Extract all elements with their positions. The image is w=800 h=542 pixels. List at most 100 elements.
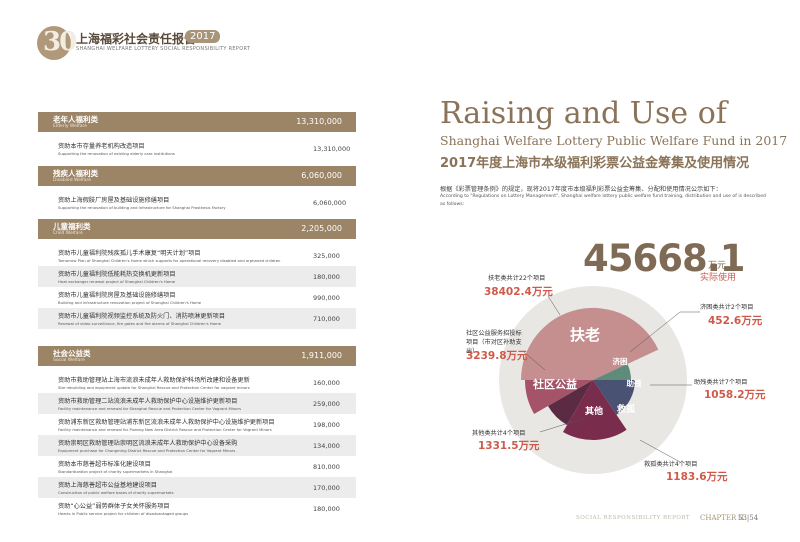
callout-value-community: 3239.8万元	[466, 350, 528, 362]
item-name: 资助本市慈善超市标准化建设项目	[58, 461, 151, 468]
report-subtitle: SHANGHAI WELFARE LOTTERY SOCIAL RESPONSI…	[76, 46, 251, 52]
category-header: 社会公益类 Social Welfare 1,911,000	[38, 346, 356, 366]
item-name: 资助上海慈善超市公益基地建设项目	[58, 482, 157, 489]
table-row: 资助市儿童福利院低能耗热交换机更新项目 Heat exchanger renewa…	[38, 266, 356, 287]
item-name-en: Hearts in Public service project for chi…	[58, 511, 189, 516]
pie-slice	[593, 380, 635, 415]
category-amount: 2,205,000	[301, 224, 342, 233]
category-amount: 1,911,000	[301, 351, 342, 360]
report-title: 上海福彩社会责任报告	[76, 32, 197, 46]
callout-label-community: 社区公益服务招投标项目（市对区补助支出）	[466, 330, 522, 355]
item-amount: 180,000	[313, 273, 340, 281]
item-name: 资助市救助管理二站流浪未成年人救助保护中心设施维护更新项目	[58, 398, 238, 405]
item-name: 资助“心公益”弱势群体子女关怀服务项目	[58, 503, 170, 510]
pie-slice-name: 助残	[627, 378, 642, 388]
item-name: 资助市儿童福利院低能耗热交换机更新项目	[58, 271, 176, 278]
table-row: 资助本市慈善超市标准化建设项目 Standardization project o…	[38, 456, 356, 477]
item-name-en: Equipment purchase for Chongming Distric…	[58, 448, 236, 453]
category-name-en: Elderly Welfare	[53, 124, 87, 129]
category-header: 老年人福利类 Elderly Welfare 13,310,000	[38, 112, 356, 132]
item-name-en: Renewal of video surveillance, fire gate…	[58, 321, 222, 326]
item-amount: 990,000	[313, 294, 340, 302]
callout-value-poverty: 452.6万元	[708, 315, 763, 327]
item-amount: 810,000	[313, 463, 340, 471]
item-amount: 325,000	[313, 252, 340, 260]
total-amount: 45668.1	[583, 237, 746, 280]
footer-chapter: CHAPTER II	[700, 514, 745, 522]
leader-line	[547, 295, 561, 316]
leader-line	[539, 417, 586, 433]
item-amount: 710,000	[313, 315, 340, 323]
category-name: 残疾人福利类	[53, 169, 98, 178]
category-name-en: Social Welfare	[53, 358, 85, 363]
main-title: Raising and Use of	[440, 96, 727, 131]
category-header: 儿童福利类 Child Welfare 2,205,000	[38, 219, 356, 239]
table-row: 资助上海假肢厂房屋及基础设施修缮项目 Supporting the renovat…	[38, 192, 356, 213]
total-label: 实际使用	[700, 273, 737, 283]
item-name: 资助市救助管理站上海市流浪未成年人救助保护科场所改建和设备更新	[58, 377, 250, 384]
item-name-en: Supporting the renovation of building an…	[58, 205, 226, 210]
category-name: 老年人福利类	[53, 115, 98, 124]
category-name-en: Disabled Welfare	[53, 178, 92, 183]
category-name: 儿童福利类	[53, 222, 91, 231]
item-name-en: Tomorrow Plan of Shanghai Children's Hom…	[58, 258, 281, 263]
callout-value-disabled: 1058.2万元	[704, 389, 766, 401]
pie-slice	[593, 363, 631, 380]
callout-label-orphan: 救孤类共计4个项目	[644, 461, 698, 468]
pie-slice-name: 救孤	[617, 403, 635, 415]
table-row: 资助本市存量养老机构改造项目 Supporting the renovation …	[38, 138, 356, 159]
pie-slice-name: 济困	[613, 356, 628, 366]
item-name-en: Construction of public welfare bases of …	[58, 490, 174, 495]
item-name: 资助市儿童福利院视频监控系统及防火门、消防喷淋更新项目	[58, 313, 226, 320]
leader-line	[629, 311, 700, 353]
leader-line	[639, 439, 681, 463]
sub-title: Shanghai Welfare Lottery Public Welfare …	[440, 133, 788, 148]
report-year: 2017	[185, 30, 221, 43]
pie-slice	[525, 380, 593, 414]
table-row: 资助“心公益”弱势群体子女关怀服务项目 Hearts in Public serv…	[38, 498, 356, 519]
item-name: 资助市儿童福利院残疾孤儿手术康复“明天计划”项目	[58, 250, 201, 257]
category-name: 社会公益类	[53, 349, 91, 358]
table-row: 资助市儿童福利院视频监控系统及防火门、消防喷淋更新项目 Renewal of vi…	[38, 308, 356, 329]
callout-label-elderly: 扶老类共计22个项目	[488, 275, 546, 282]
item-amount: 6,060,000	[313, 199, 347, 207]
callout-value-orphan: 1183.6万元	[666, 471, 728, 483]
table-row: 资助崇明区救助管理站崇明区流浪未成年人救助保护中心设备采购 Equipment p…	[38, 435, 356, 456]
table-row: 资助市救助管理站上海市流浪未成年人救助保护科场所改建和设备更新 Site rebu…	[38, 372, 356, 393]
callout-value-elderly: 38402.4万元	[484, 286, 553, 298]
chinese-title: 2017年度上海市本级福利彩票公益金筹集及使用情况	[440, 156, 750, 171]
callout-label-poverty: 济困类共计2个项目	[700, 304, 754, 311]
item-amount: 180,000	[313, 505, 340, 513]
callout-label-disabled: 助残类共计7个项目	[694, 379, 748, 386]
footer-page-numbers: 53|54	[738, 514, 759, 522]
table-row: 资助浦东新区救助管理站浦东新区流浪未成年人救助保护中心设施维护更新项目 Facil…	[38, 414, 356, 435]
category-name-en: Child Welfare	[53, 231, 83, 236]
pie-slice-name: 其他	[585, 405, 603, 417]
item-amount: 13,310,000	[313, 145, 351, 153]
item-name-en: Building and infrastructure renovation p…	[58, 300, 202, 305]
item-amount: 160,000	[313, 379, 340, 387]
footer-text: SOCIAL RESPONSIBILITY REPORT	[576, 515, 691, 521]
pie-slice	[563, 380, 627, 441]
table-row: 资助市儿童福利院残疾孤儿手术康复“明天计划”项目 Tomorrow Plan of…	[38, 245, 356, 266]
pie-slice	[521, 307, 659, 380]
callout-label-other: 其他类共计4个项目	[472, 430, 526, 437]
item-name-en: Facility maintenance and renewal for Pud…	[58, 427, 272, 432]
item-name-en: Supporting the renovation of existing el…	[58, 151, 175, 156]
logo-number: 30	[43, 27, 77, 57]
callout-value-other: 1331.5万元	[478, 440, 540, 452]
item-amount: 259,000	[313, 400, 340, 408]
item-name-en: Site rebuilding and equipment update for…	[58, 385, 250, 390]
item-name: 资助上海假肢厂房屋及基础设施修缮项目	[58, 197, 170, 204]
item-name: 资助市儿童福利院房屋及基础设施修缮项目	[58, 292, 176, 299]
category-header: 残疾人福利类 Disabled Welfare 6,060,000	[38, 166, 356, 186]
pie-slice	[548, 380, 593, 425]
pie-slice-name: 扶老	[570, 326, 600, 344]
item-amount: 170,000	[313, 484, 340, 492]
item-name-en: Standardization project of charity super…	[58, 469, 173, 474]
category-amount: 13,310,000	[296, 117, 342, 126]
item-name-en: Facility maintenance and renewal for Sha…	[58, 406, 242, 411]
total-unit: 万元	[708, 261, 727, 271]
category-amount: 6,060,000	[301, 171, 342, 180]
